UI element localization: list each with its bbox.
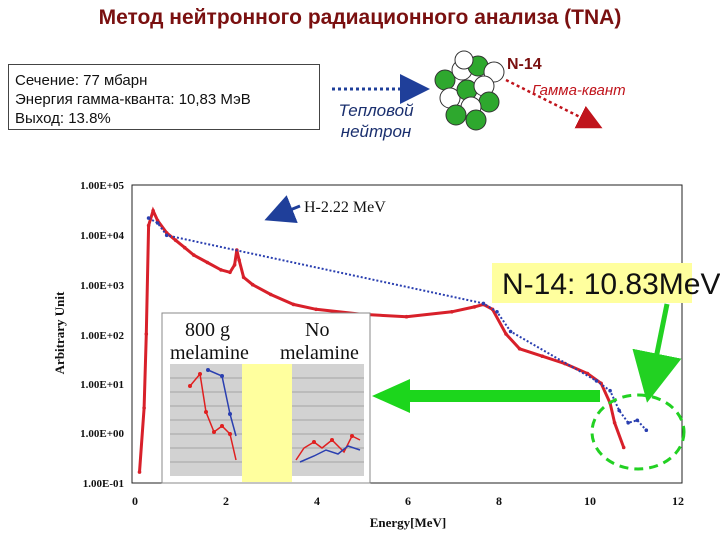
spectrum-point (617, 408, 621, 413)
spectrum-point (241, 275, 246, 280)
x-tick-label: 6 (405, 494, 411, 508)
spectrum-point (508, 329, 513, 334)
spectrum-point (450, 310, 454, 314)
y-axis-title: Arbitrary Unit (52, 291, 67, 374)
x-tick-label: 2 (223, 494, 229, 508)
h-peak-annotation: H-2.22 MeV (304, 199, 386, 216)
inset-label-with-melamine: 800 g (185, 319, 230, 341)
x-tick-label: 12 (672, 494, 684, 508)
inset-label-no-melamine: melamine (280, 342, 359, 364)
spectrum-point (540, 354, 545, 359)
n14-peak-circle (590, 393, 686, 471)
series-layer (137, 206, 649, 474)
inset-blue-curve-left (207, 369, 237, 437)
inset-pointer-arrow (372, 379, 600, 413)
spectrum-point (504, 332, 508, 336)
inset-label-no-melamine: No (305, 319, 329, 341)
inset-label-with-melamine: melamine (170, 342, 249, 364)
inset-comparison-panel: 800 g melamine No melamine (161, 312, 371, 484)
spectrum-point (314, 307, 318, 312)
spectrum-point (219, 268, 223, 272)
inset-red-curve-right (295, 434, 361, 461)
spectrum-point (644, 428, 649, 433)
y-axis: 1.00E+05 1.00E+04 1.00E+03 1.00E+02 1.00… (52, 180, 124, 490)
spectrum-point (183, 245, 187, 250)
spectrum-point (146, 216, 151, 220)
spectrum-point (635, 418, 640, 423)
y-tick-label: 1.00E+03 (80, 280, 124, 292)
nucleus-label: N-14 (507, 56, 542, 73)
gamma-energy-line: Энергия гамма-кванта: 10,83 МэВ (15, 91, 251, 108)
n14-peak-box (492, 263, 692, 303)
spectrum-point (205, 260, 210, 265)
x-tick-label: 4 (314, 494, 320, 508)
yield-line: Выход: 13.8% (15, 110, 111, 127)
spectrum-point (481, 301, 486, 306)
spectrum-point (626, 421, 630, 425)
spectrum-point (250, 282, 255, 287)
x-axis-title: Energy[MeV] (370, 515, 447, 530)
x-tick-label: 8 (496, 494, 502, 508)
spectrum-point (228, 270, 232, 275)
y-tick-label: 1.00E+01 (80, 379, 124, 391)
y-tick-label: 1.00E+02 (80, 330, 124, 342)
spectrum-point (608, 388, 612, 393)
spectrum-point (155, 221, 160, 225)
spectrum-point (232, 263, 237, 267)
spectrum-point (192, 253, 196, 257)
x-axis: 0 2 4 6 8 10 12 Energy[MeV] (132, 494, 684, 530)
spectrum-point (146, 223, 151, 228)
gamma-arrow (505, 78, 603, 129)
cross-section-line: Сечение: 77 мбарн (15, 72, 148, 89)
spectrum-point (404, 314, 409, 319)
x-tick-label: 10 (584, 494, 596, 508)
spectrum-red-series (138, 206, 626, 473)
y-tick-label: 1.00E+05 (80, 180, 124, 192)
page-title: Метод нейтронного радиационного анализа … (98, 6, 622, 29)
spectrum-point (594, 379, 599, 383)
nucleus-icon (434, 50, 505, 131)
x-tick-label: 0 (132, 494, 138, 508)
spectrum-point (237, 258, 241, 262)
spectrum-point (144, 332, 149, 336)
spectrum-point (137, 470, 142, 474)
n14-peak-annotation: N-14: 10.83MeV (502, 268, 720, 301)
inset-blue-curve-right (299, 445, 361, 463)
spectrum-point (621, 445, 626, 450)
n14-box-arrow (632, 303, 682, 403)
h-peak-arrow (264, 195, 301, 224)
y-tick-label: 1.00E-01 (83, 478, 124, 490)
gamma-quantum-label: Гамма-квант (532, 82, 626, 99)
info-box: Сечение: 77 мбарн Энергия гамма-кванта: … (8, 64, 320, 130)
spectrum-point (612, 421, 617, 425)
spectrum-point (142, 406, 146, 410)
spectrum-point (164, 233, 169, 238)
inset-highlight-band (242, 364, 292, 482)
spectrum-point (495, 310, 499, 314)
thermal-neutron-label: Тепловой нейтрон (338, 101, 414, 141)
y-tick-label: 1.00E+04 (80, 230, 124, 242)
spectrum-point (472, 305, 477, 309)
spectrum-point (173, 238, 178, 243)
spectrum-point (517, 347, 522, 351)
spectrum-point (269, 292, 273, 297)
spectrum-point (291, 302, 296, 307)
y-tick-label: 1.00E+00 (80, 428, 124, 440)
spectrum-point (151, 208, 155, 213)
